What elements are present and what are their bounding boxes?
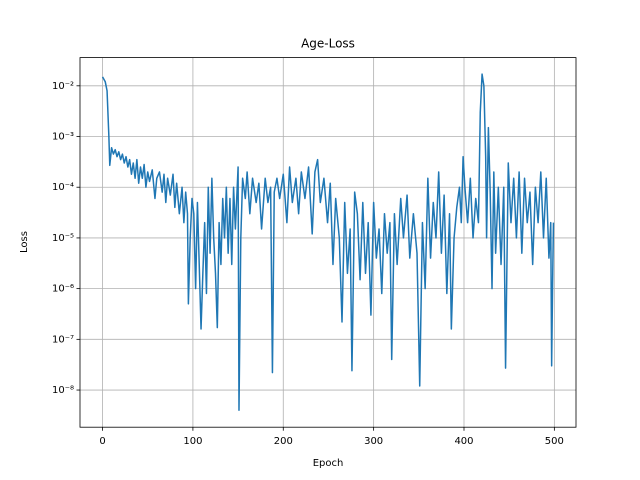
chart-title: Age-Loss <box>301 37 355 51</box>
x-axis-label: Epoch <box>313 458 344 469</box>
x-tick-label: 100 <box>183 436 202 447</box>
y-tick-label: 10⁻⁵ <box>52 233 74 244</box>
data-line <box>101 73 555 411</box>
y-tick-label: 10⁻⁷ <box>52 334 74 345</box>
y-axis-label: Loss <box>19 231 30 253</box>
y-tick-label: 10⁻³ <box>52 132 74 143</box>
y-tick-label: 10⁻⁴ <box>52 182 74 193</box>
y-tick-label: 10⁻² <box>52 81 74 92</box>
y-tick-label: 10⁻⁶ <box>52 284 74 295</box>
x-tick-label: 0 <box>99 436 105 447</box>
y-tick-label: 10⁻⁸ <box>52 385 74 396</box>
x-tick-label: 200 <box>274 436 293 447</box>
x-tick-label: 400 <box>454 436 473 447</box>
plot-frame <box>79 57 577 428</box>
x-tick-label: 300 <box>364 436 383 447</box>
x-tick-label: 500 <box>545 436 564 447</box>
